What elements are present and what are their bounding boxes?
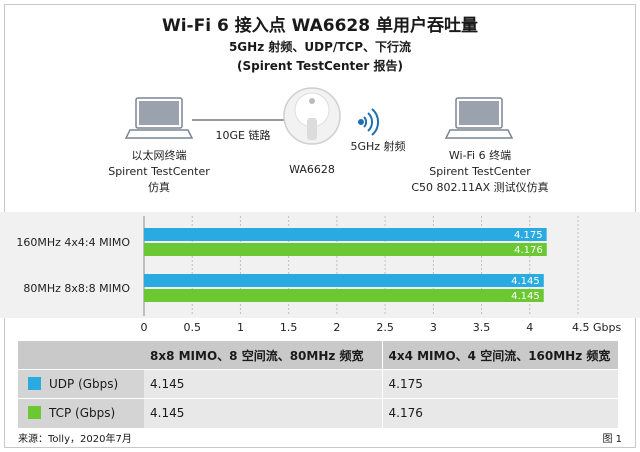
chart-title: Wi-Fi 6 接入点 WA6628 单用户吞吐量 bbox=[161, 16, 479, 36]
bar-udp bbox=[144, 228, 547, 241]
category-label: 160MHz 4x4:4 MIMO bbox=[16, 236, 130, 249]
bar-udp bbox=[144, 274, 544, 287]
bar-value-label: 4.176 bbox=[514, 245, 543, 256]
wifi-signal-icon bbox=[358, 108, 379, 136]
left-device-line1: 以太网终端 bbox=[131, 149, 187, 162]
x-tick-label: 0.5 bbox=[183, 321, 201, 334]
tcp-label: TCP (Gbps) bbox=[49, 406, 116, 421]
bar-tcp bbox=[144, 243, 547, 256]
chart-subtitle-source: (Spirent TestCenter 报告) bbox=[237, 59, 403, 73]
udp-swatch bbox=[28, 377, 41, 390]
results-table: 8x8 MIMO、8 空间流、80MHz 频宽 4x4 MIMO、4 空间流、1… bbox=[18, 340, 618, 428]
laptop-left-icon bbox=[124, 97, 194, 139]
table-row-label: TCP (Gbps) bbox=[18, 398, 144, 428]
table-header-cell bbox=[18, 340, 144, 370]
bar-value-label: 4.145 bbox=[511, 291, 540, 302]
bar-tcp bbox=[144, 289, 544, 302]
chart-subtitle: 5GHz 射频、UDP/TCP、下行流 bbox=[228, 40, 412, 54]
bar-chart: 0 0.5 1 1.5 2 2.5 3 3.5 4 4.5 Gbps 160MHz 4x4:4 MI… bbox=[16, 216, 621, 334]
laptop-right-icon bbox=[444, 97, 514, 139]
x-tick-label: 3.5 bbox=[473, 321, 491, 334]
left-device-line3: 仿真 bbox=[148, 181, 170, 194]
table-header-cell: 8x8 MIMO、8 空间流、80MHz 频宽 bbox=[144, 340, 383, 370]
tcp-swatch bbox=[28, 406, 41, 420]
bar-value-label: 4.175 bbox=[514, 230, 543, 241]
x-tick-label: 1 bbox=[237, 321, 244, 334]
udp-label: UDP (Gbps) bbox=[49, 377, 119, 391]
x-tick-label: 0 bbox=[141, 321, 148, 334]
right-device-line1: Wi-Fi 6 终端 bbox=[448, 149, 512, 162]
table-row: UDP (Gbps) 4.145 4.175 bbox=[18, 369, 618, 399]
category-label: 80MHz 8x8:8 MIMO bbox=[23, 282, 130, 295]
table-cell: 4.145 bbox=[144, 369, 383, 399]
table-header-cell: 4x4 MIMO、4 空间流、160MHz 频宽 bbox=[382, 340, 618, 370]
x-tick-label: 2 bbox=[333, 321, 340, 334]
figure-number: 图 1 bbox=[602, 434, 622, 445]
x-tick-label: 2.5 bbox=[376, 321, 394, 334]
bar-value-label: 4.145 bbox=[511, 276, 540, 287]
source-note: 来源：Tolly，2020年7月 bbox=[18, 434, 132, 445]
x-tick-label: 1.5 bbox=[280, 321, 298, 334]
radio-label: 5GHz 射频 bbox=[350, 140, 406, 153]
right-device-line3: C50 802.11AX 测试仪仿真 bbox=[411, 181, 549, 194]
left-device-label: 以太网终端 Spirent TestCenter 仿真 bbox=[96, 148, 222, 196]
x-tick-label: 4 bbox=[526, 321, 533, 334]
access-point-icon bbox=[283, 87, 341, 145]
table-cell: 4.176 bbox=[382, 398, 618, 428]
chart-band bbox=[0, 212, 640, 318]
link-label: 10GE 链路 bbox=[215, 129, 271, 142]
table-cell: 4.175 bbox=[382, 369, 618, 399]
table-cell: 4.145 bbox=[144, 398, 383, 428]
x-tick-label: 3 bbox=[430, 321, 437, 334]
ap-label: WA6628 bbox=[289, 163, 335, 176]
table-header-row: 8x8 MIMO、8 空间流、80MHz 频宽 4x4 MIMO、4 空间流、1… bbox=[18, 340, 618, 370]
table-row-label: UDP (Gbps) bbox=[18, 369, 144, 399]
table-row: TCP (Gbps) 4.145 4.176 bbox=[18, 398, 618, 428]
x-tick-label: 4.5 Gbps bbox=[572, 321, 621, 334]
right-device-label: Wi-Fi 6 终端 Spirent TestCenter C50 802.11… bbox=[400, 148, 560, 196]
right-device-line2: Spirent TestCenter bbox=[429, 165, 531, 178]
left-device-line2: Spirent TestCenter bbox=[108, 165, 210, 178]
